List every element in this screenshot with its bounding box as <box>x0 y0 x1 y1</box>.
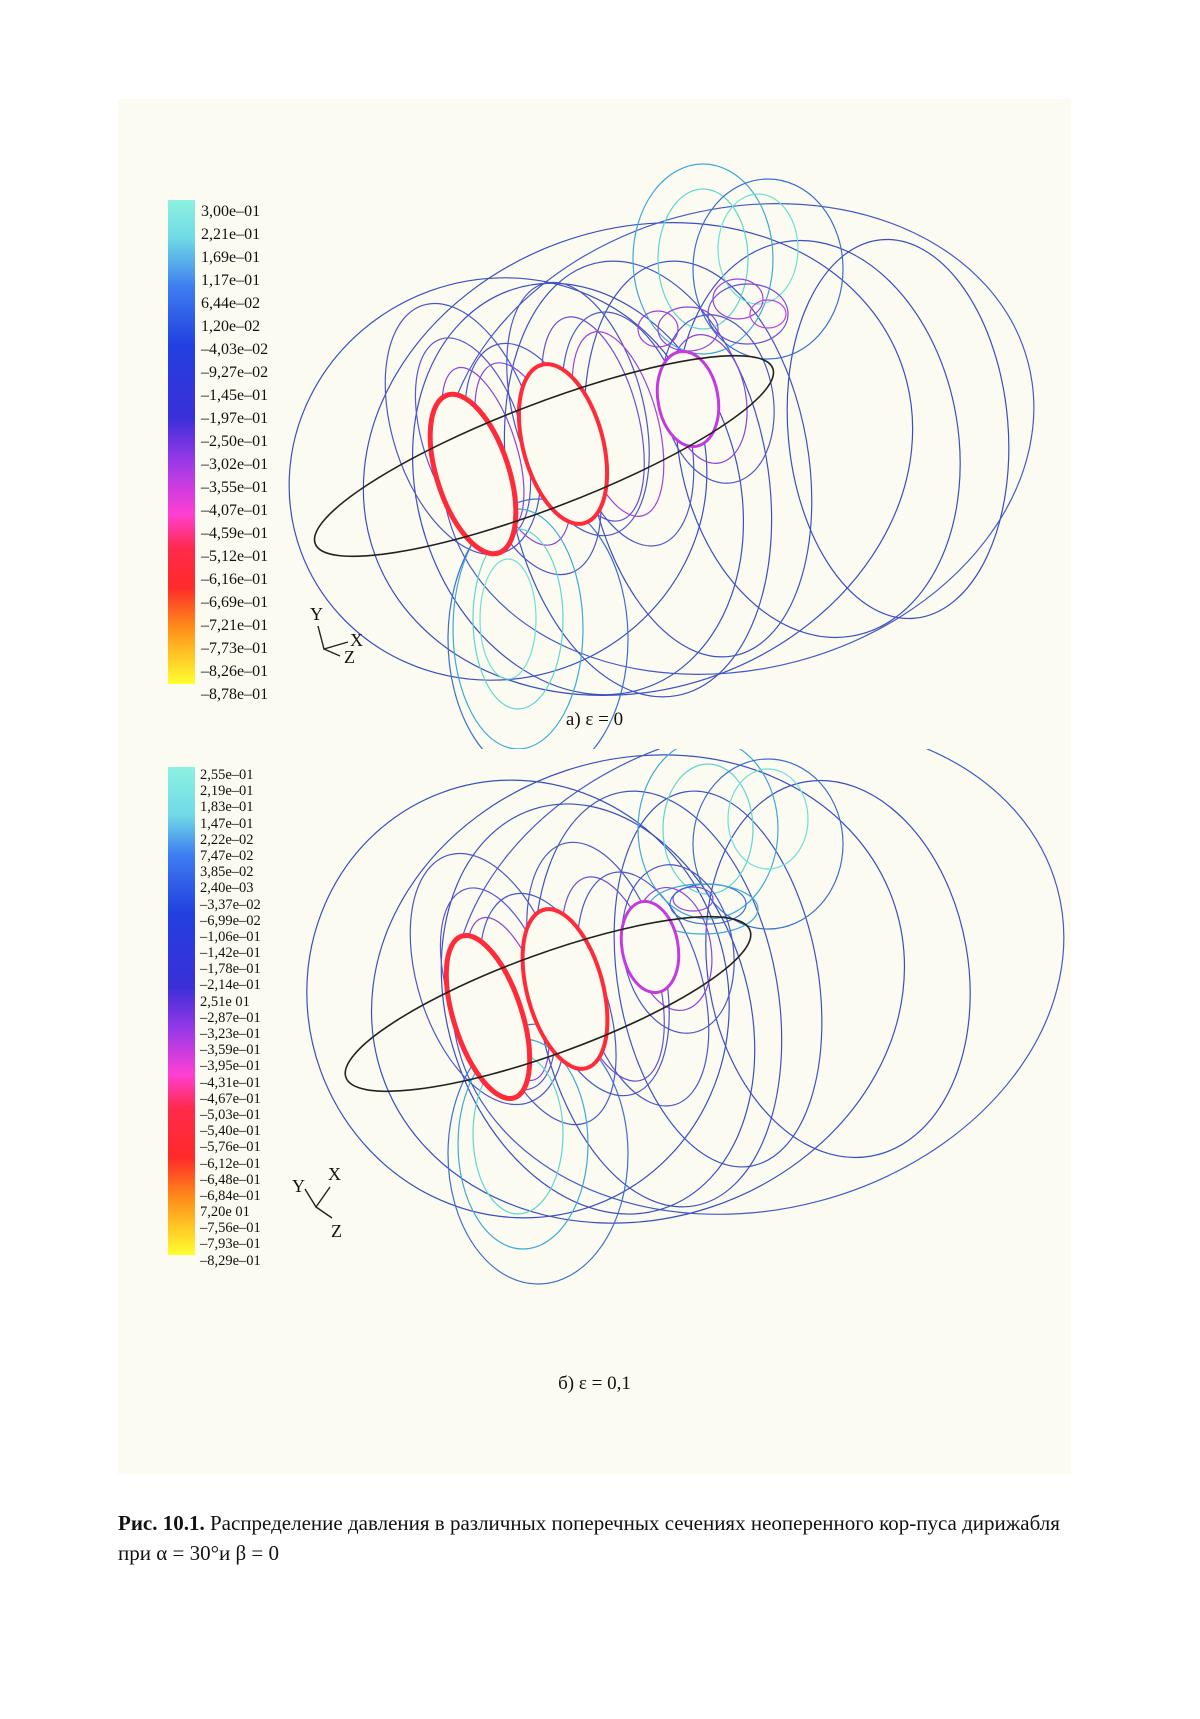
legend-value: –8,78e–01 <box>201 683 268 706</box>
legend-value: –5,12e–01 <box>201 545 268 568</box>
legend-value: –5,40e–01 <box>200 1123 261 1139</box>
subfigure-caption-b: б) ε = 0,1 <box>118 1373 1071 1395</box>
legend-value: –6,12e–01 <box>200 1156 261 1172</box>
legend-labels-b: 2,55e–01 2,19e–01 1,83e–01 1,47e–01 2,22… <box>200 767 261 1269</box>
colorbar-a <box>168 200 195 684</box>
legend-value: –5,76e–01 <box>200 1139 261 1155</box>
legend-value: –6,69e–01 <box>201 591 268 614</box>
axis-label-z: Z <box>331 1221 342 1242</box>
legend-value: 2,40e–03 <box>200 880 261 896</box>
legend-value: 1,69e–01 <box>201 246 268 269</box>
legend-value: –2,14e–01 <box>200 977 261 993</box>
legend-value: –5,03e–01 <box>200 1107 261 1123</box>
figure-caption-label: Рис. 10.1. <box>118 1511 205 1535</box>
legend-value: –7,93e–01 <box>200 1236 261 1252</box>
legend-value: –8,26e–01 <box>201 660 268 683</box>
legend-value: 3,85e–02 <box>200 864 261 880</box>
legend-value: 1,20e–02 <box>201 315 268 338</box>
legend-value: –6,99e–02 <box>200 913 261 929</box>
axis-label-y: Y <box>292 1176 305 1197</box>
isolines-a <box>232 139 1071 749</box>
legend-value: 7,20e 01 <box>200 1204 261 1220</box>
legend-value: –8,29e–01 <box>200 1253 261 1269</box>
legend-value: –4,67e–01 <box>200 1091 261 1107</box>
figure-panel: 3,00e–01 2,21e–01 1,69e–01 1,17e–01 6,44… <box>118 99 1071 1474</box>
legend-value: –9,27e–02 <box>201 361 268 384</box>
legend-value: 1,83e–01 <box>200 799 261 815</box>
isolines-b <box>245 749 1071 1291</box>
legend-value: –1,06e–01 <box>200 929 261 945</box>
legend-value: –3,37e–02 <box>200 897 261 913</box>
legend-value: –4,07e–01 <box>201 499 268 522</box>
colorbar-b <box>168 767 195 1255</box>
legend-value: –3,55e–01 <box>201 476 268 499</box>
legend-value: –7,73e–01 <box>201 637 268 660</box>
legend-value: –1,42e–01 <box>200 945 261 961</box>
legend-value: –6,16e–01 <box>201 568 268 591</box>
legend-value: –6,48e–01 <box>200 1172 261 1188</box>
contour-plot-b <box>118 749 1071 1399</box>
figure-caption-text: Распределение давления в различных попер… <box>118 1511 1060 1565</box>
legend-labels-a: 3,00e–01 2,21e–01 1,69e–01 1,17e–01 6,44… <box>201 200 268 706</box>
legend-value: –4,59e–01 <box>201 522 268 545</box>
legend-value: –2,87e–01 <box>200 1010 261 1026</box>
subfigure-caption-a: а) ε = 0 <box>118 709 1071 731</box>
legend-value: 2,21e–01 <box>201 223 268 246</box>
axis-label-z: Z <box>344 647 355 668</box>
legend-value: 3,00e–01 <box>201 200 268 223</box>
legend-value: 6,44e–02 <box>201 292 268 315</box>
legend-value: 1,47e–01 <box>200 816 261 832</box>
legend-value: 1,17e–01 <box>201 269 268 292</box>
legend-value: 2,51e 01 <box>200 994 261 1010</box>
section-a-2 <box>503 354 623 533</box>
legend-value: –2,50e–01 <box>201 430 268 453</box>
axis-label-x: X <box>328 1164 341 1185</box>
legend-value: –1,97e–01 <box>201 407 268 430</box>
legend-value: 7,47e–02 <box>200 848 261 864</box>
axes-glyph-b <box>305 1187 332 1218</box>
legend-value: 2,19e–01 <box>200 783 261 799</box>
legend-value: –3,95e–01 <box>200 1058 261 1074</box>
legend-value: –3,02e–01 <box>201 453 268 476</box>
legend-value: –3,23e–01 <box>200 1026 261 1042</box>
axis-label-y: Y <box>310 604 323 625</box>
figure-caption: Рис. 10.1. Распределение давления в разл… <box>118 1508 1078 1568</box>
legend-value: –1,78e–01 <box>200 961 261 977</box>
legend-value: –4,31e–01 <box>200 1075 261 1091</box>
legend-value: –7,56e–01 <box>200 1220 261 1236</box>
legend-value: –4,03e–02 <box>201 338 268 361</box>
legend-value: –6,84e–01 <box>200 1188 261 1204</box>
legend-value: 2,22e–02 <box>200 832 261 848</box>
legend-value: –3,59e–01 <box>200 1042 261 1058</box>
legend-value: 2,55e–01 <box>200 767 261 783</box>
legend-value: –7,21e–01 <box>201 614 268 637</box>
legend-value: –1,45e–01 <box>201 384 268 407</box>
